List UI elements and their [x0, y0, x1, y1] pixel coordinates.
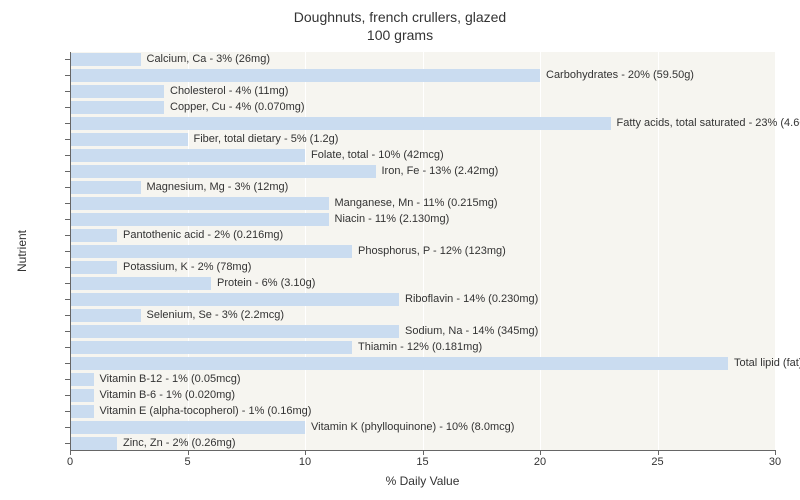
nutrient-bar: [70, 437, 117, 450]
nutrient-bar-label: Riboflavin - 14% (0.230mg): [399, 293, 538, 305]
nutrient-bar: [70, 341, 352, 354]
nutrient-bar-label: Protein - 6% (3.10g): [211, 277, 315, 289]
nutrient-bar: [70, 213, 329, 226]
nutrient-bar: [70, 181, 141, 194]
y-axis-line: [70, 52, 71, 450]
nutrient-bar-label: Copper, Cu - 4% (0.070mg): [164, 101, 305, 113]
nutrient-chart: Doughnuts, french crullers, glazed 100 g…: [0, 0, 800, 500]
nutrient-bar: [70, 149, 305, 162]
nutrient-bar: [70, 53, 141, 66]
nutrient-bar: [70, 325, 399, 338]
x-tick-label: 0: [67, 456, 73, 468]
nutrient-bar: [70, 229, 117, 242]
nutrient-bar-label: Phosphorus, P - 12% (123mg): [352, 245, 506, 257]
nutrient-bar-label: Fiber, total dietary - 5% (1.2g): [188, 133, 339, 145]
x-axis-line: [70, 450, 775, 451]
nutrient-bar-label: Niacin - 11% (2.130mg): [329, 213, 450, 225]
nutrient-bar: [70, 117, 611, 130]
nutrient-bar: [70, 85, 164, 98]
x-tick-mark: [775, 450, 776, 455]
nutrient-bar: [70, 101, 164, 114]
y-axis-label: Nutrient: [15, 230, 29, 272]
nutrient-bar-label: Vitamin K (phylloquinone) - 10% (8.0mcg): [305, 421, 514, 433]
grid-line: [540, 52, 541, 450]
nutrient-bar: [70, 373, 94, 386]
nutrient-bar: [70, 69, 540, 82]
nutrient-bar-label: Vitamin B-12 - 1% (0.05mcg): [94, 373, 241, 385]
chart-title: Doughnuts, french crullers, glazed 100 g…: [0, 8, 800, 44]
nutrient-bar-label: Cholesterol - 4% (11mg): [164, 85, 288, 97]
x-axis-label: % Daily Value: [386, 474, 460, 488]
nutrient-bar: [70, 133, 188, 146]
nutrient-bar-label: Potassium, K - 2% (78mg): [117, 261, 251, 273]
x-tick-label: 10: [299, 456, 311, 468]
nutrient-bar-label: Magnesium, Mg - 3% (12mg): [141, 181, 289, 193]
nutrient-bar: [70, 293, 399, 306]
grid-line: [775, 52, 776, 450]
nutrient-bar-label: Thiamin - 12% (0.181mg): [352, 341, 482, 353]
nutrient-bar-label: Vitamin E (alpha-tocopherol) - 1% (0.16m…: [94, 405, 312, 417]
x-tick-label: 15: [416, 456, 428, 468]
chart-title-line2: 100 grams: [0, 26, 800, 44]
nutrient-bar-label: Folate, total - 10% (42mcg): [305, 149, 444, 161]
nutrient-bar-label: Zinc, Zn - 2% (0.26mg): [117, 437, 235, 449]
nutrient-bar-label: Fatty acids, total saturated - 23% (4.66…: [611, 117, 800, 129]
x-tick-label: 5: [184, 456, 190, 468]
nutrient-bar: [70, 421, 305, 434]
nutrient-bar-label: Pantothenic acid - 2% (0.216mg): [117, 229, 283, 241]
nutrient-bar-label: Manganese, Mn - 11% (0.215mg): [329, 197, 498, 209]
chart-title-line1: Doughnuts, french crullers, glazed: [0, 8, 800, 26]
grid-line: [658, 52, 659, 450]
nutrient-bar: [70, 261, 117, 274]
nutrient-bar: [70, 197, 329, 210]
x-tick-label: 25: [651, 456, 663, 468]
nutrient-bar: [70, 245, 352, 258]
nutrient-bar: [70, 357, 728, 370]
nutrient-bar: [70, 165, 376, 178]
nutrient-bar-label: Sodium, Na - 14% (345mg): [399, 325, 538, 337]
nutrient-bar-label: Calcium, Ca - 3% (26mg): [141, 53, 270, 65]
x-tick-label: 30: [769, 456, 781, 468]
x-tick-label: 20: [534, 456, 546, 468]
plot-area: Calcium, Ca - 3% (26mg) Carbohydrates - 2…: [70, 52, 775, 450]
nutrient-bar-label: Vitamin B-6 - 1% (0.020mg): [94, 389, 236, 401]
nutrient-bar-label: Selenium, Se - 3% (2.2mcg): [141, 309, 285, 321]
nutrient-bar: [70, 309, 141, 322]
nutrient-bar-label: Iron, Fe - 13% (2.42mg): [376, 165, 499, 177]
nutrient-bar: [70, 405, 94, 418]
nutrient-bar-label: Total lipid (fat) - 28% (18.30g): [728, 357, 800, 369]
nutrient-bar: [70, 277, 211, 290]
nutrient-bar: [70, 389, 94, 402]
nutrient-bar-label: Carbohydrates - 20% (59.50g): [540, 69, 694, 81]
